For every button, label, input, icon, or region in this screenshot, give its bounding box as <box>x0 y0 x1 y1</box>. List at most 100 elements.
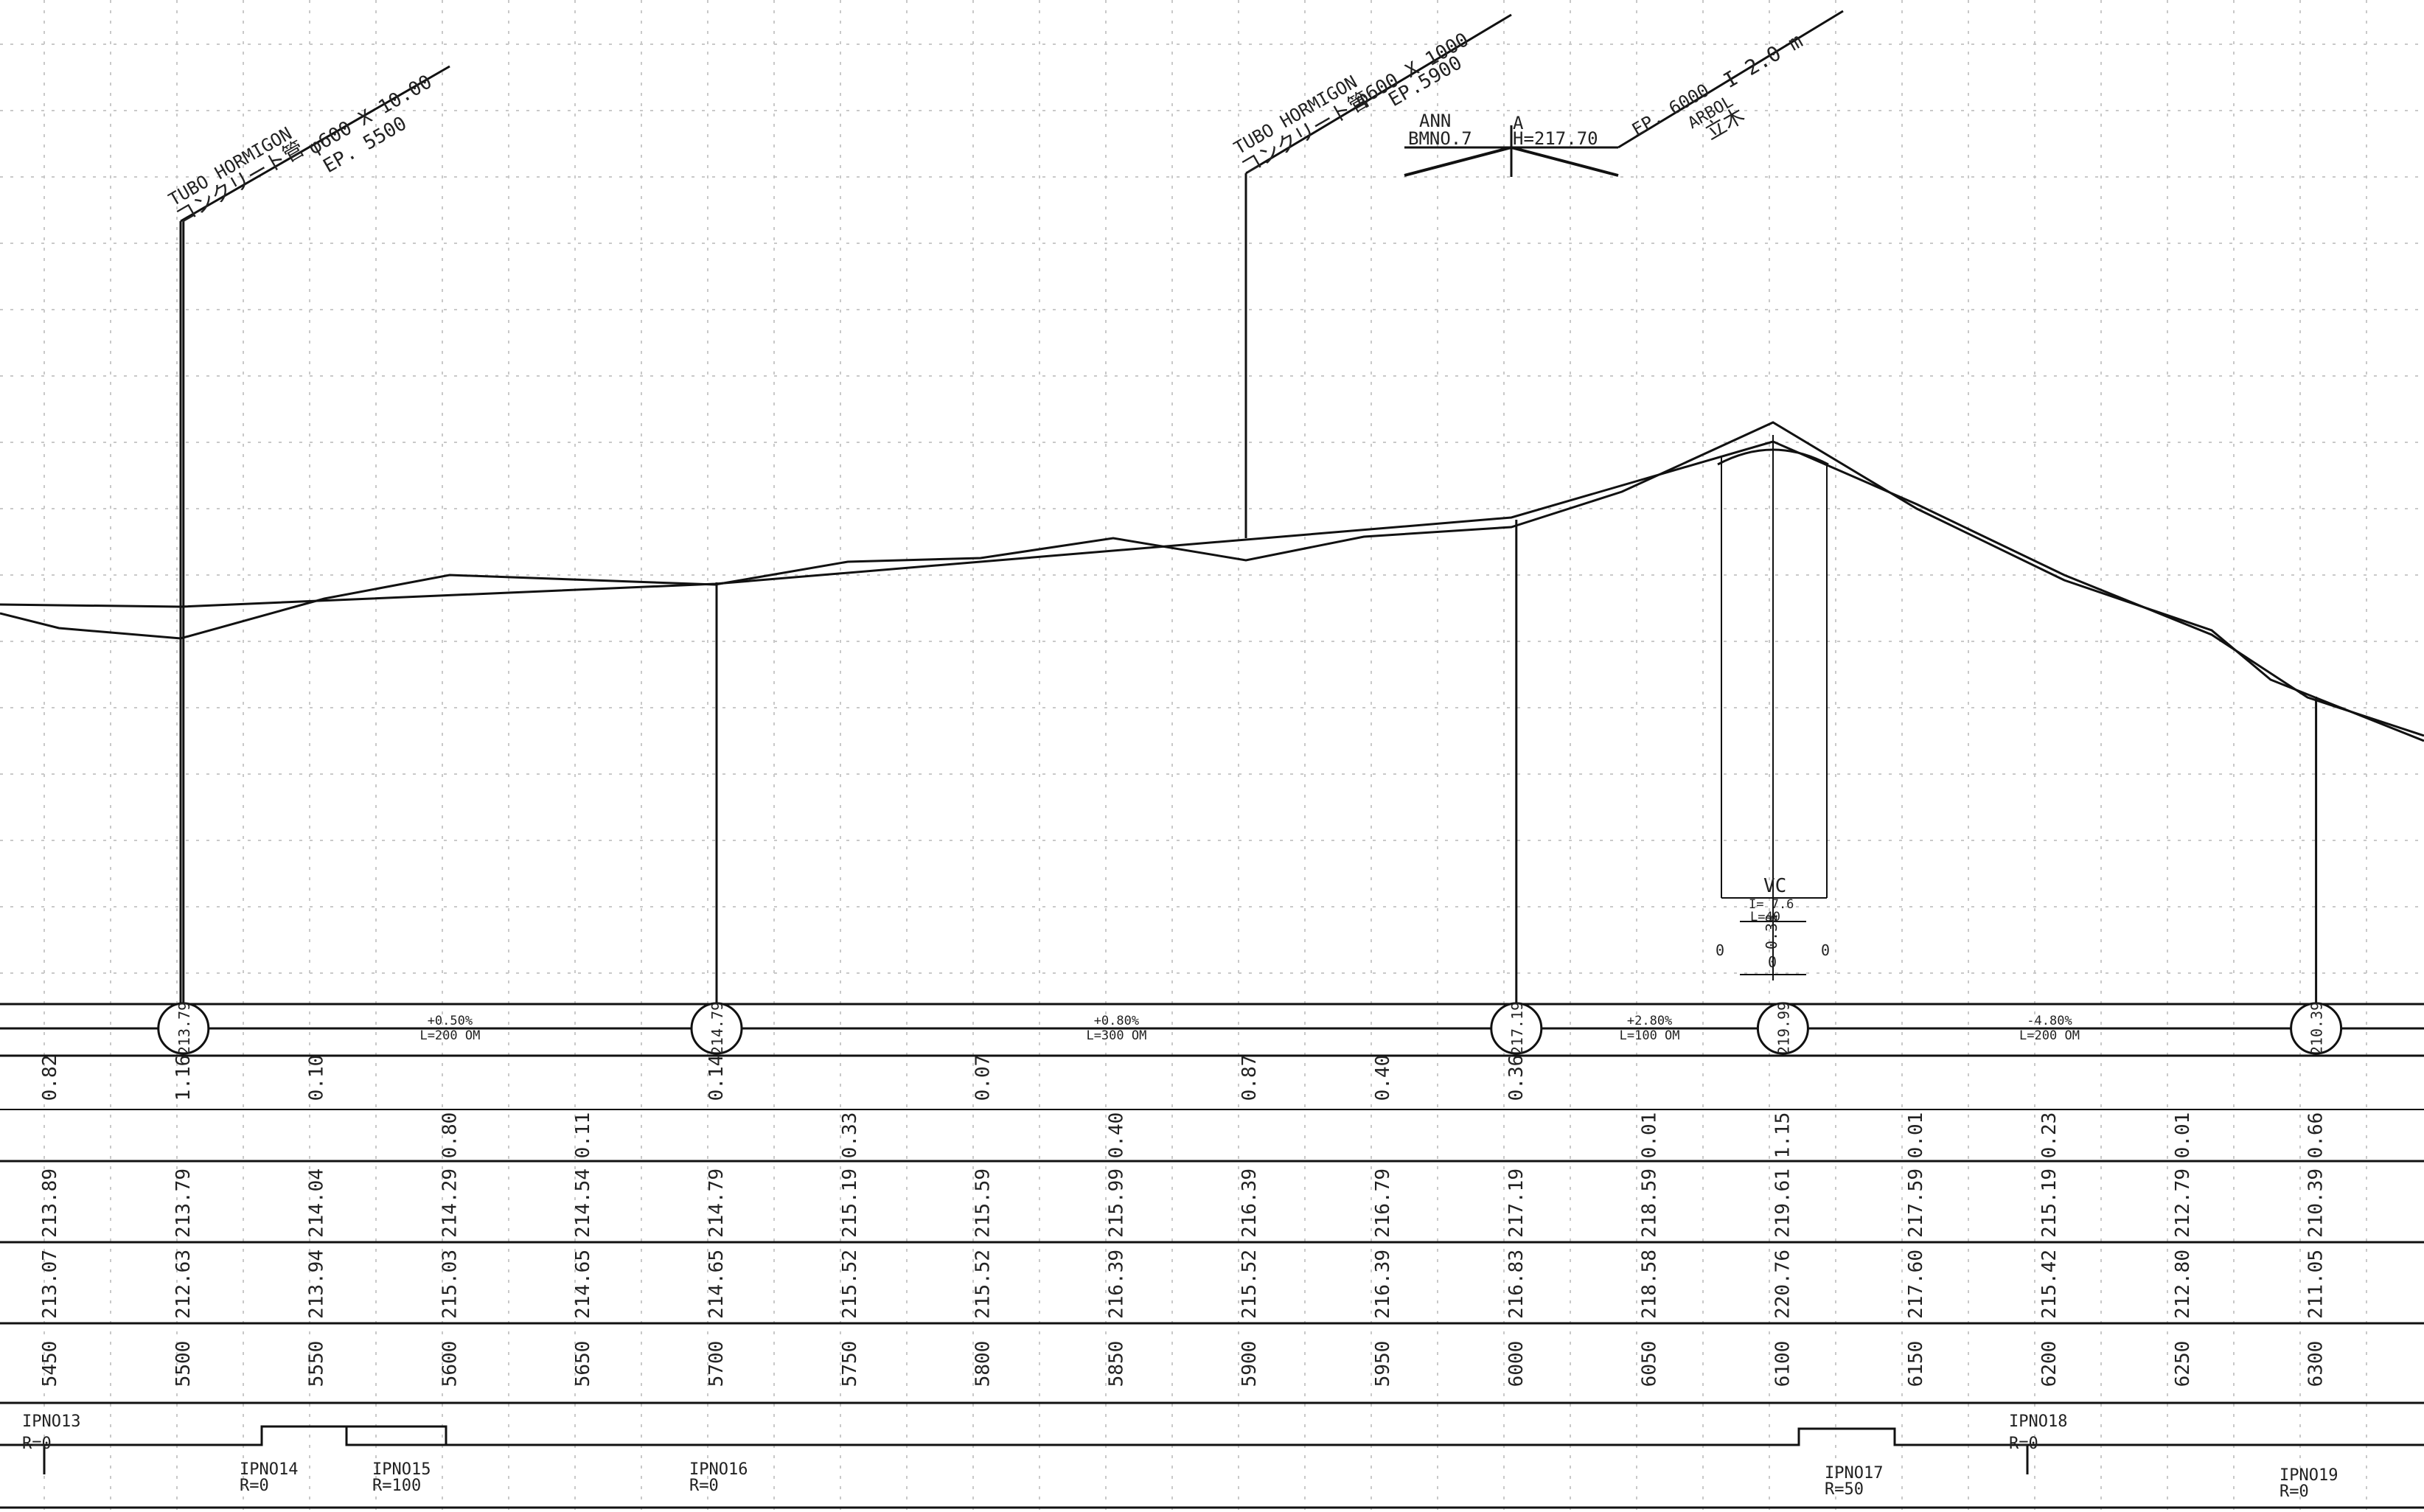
culvert-annotation-5900: TUBO HORMIGON コンクリート管 φ600 X 1000 EP.590… <box>1230 13 1512 538</box>
chainage-value: 6050 <box>1639 1341 1661 1387</box>
pvi-circle <box>690 1002 743 1055</box>
design-level-value: 216.39 <box>1239 1168 1261 1238</box>
ground-level-value: 213.07 <box>39 1250 61 1319</box>
fill-depth-value: 0.33 <box>839 1112 861 1159</box>
pvi-level: 219.99 <box>1775 1002 1792 1055</box>
cut-depth-value: 0.10 <box>306 1055 328 1101</box>
benchmark-mark: A <box>1513 113 1524 133</box>
chainage-value: 5450 <box>39 1341 61 1387</box>
vc-i: I= 7.6 <box>1749 897 1794 912</box>
chainage-value: 5750 <box>839 1341 861 1387</box>
chainage-value: 6100 <box>1772 1341 1794 1387</box>
chainage-value: 5600 <box>439 1341 461 1387</box>
ground-level-value: 215.03 <box>439 1250 461 1319</box>
ground-level-value: 211.05 <box>2305 1250 2327 1319</box>
chainage-value: 6150 <box>1905 1341 1927 1387</box>
culvert-annotation-5500: TUBO HORMIGON コンクリート管 φ600 X 10.00 EP. 5… <box>165 65 450 1003</box>
design-level-value: 215.19 <box>839 1168 861 1238</box>
curve-radius: R=0 <box>240 1477 269 1495</box>
pvi-circle <box>2290 1002 2343 1055</box>
ground-level-value: 215.52 <box>839 1250 861 1319</box>
fill-depth-value: 0.01 <box>1639 1112 1661 1159</box>
pvi-circle <box>1756 1002 1809 1055</box>
pvi-level: 210.39 <box>2308 1002 2326 1055</box>
curve-band <box>0 1425 2424 1474</box>
vc-title: VC <box>1763 875 1786 897</box>
grade-length: L=200 OM <box>2019 1028 2080 1043</box>
chainage-value: 5700 <box>706 1341 728 1387</box>
grade-length: L=300 OM <box>1086 1028 1146 1043</box>
ground-level-value: 217.60 <box>1905 1250 1927 1319</box>
fill-depth-value: 0.23 <box>2038 1112 2061 1159</box>
ground-level-value: 213.94 <box>306 1250 328 1319</box>
cut-depth-value: 0.87 <box>1239 1055 1261 1101</box>
vc-zero-right: 0 <box>1821 941 1830 959</box>
fill-depth-value: 0.80 <box>439 1112 461 1159</box>
design-level-value: 215.19 <box>2038 1168 2061 1238</box>
grade-percent: -4.80% <box>2027 1014 2072 1028</box>
pvi-level: 217.19 <box>1508 1002 1526 1055</box>
ground-level-value: 215.42 <box>2038 1250 2061 1319</box>
cut-depth-row: 0.82 1.16 0.10 0.14 0.07 0.87 0.40 0.36 <box>39 1055 1528 1101</box>
grade-row: 213.79 214.79 217.19 219.99 210.39+0.50%L=20… <box>157 1002 2343 1055</box>
chainage-value: 5550 <box>306 1341 328 1387</box>
chainage-value: 5500 <box>173 1341 195 1387</box>
ground-level-value: 212.80 <box>2172 1250 2194 1319</box>
grade-length: L=200 OM <box>419 1028 480 1043</box>
curve-name: IPNO16 <box>689 1460 748 1479</box>
fill-depth-value: 1.15 <box>1772 1112 1794 1159</box>
vc-zero-left: 0 <box>1716 941 1724 959</box>
benchmark-label: ANN <box>1419 111 1451 131</box>
chainage-value: 5850 <box>1105 1341 1127 1387</box>
design-level-value: 214.54 <box>572 1168 594 1238</box>
design-level-value: 217.19 <box>1505 1168 1528 1238</box>
vc-l: L=40 <box>1750 910 1780 924</box>
design-grade-line <box>0 440 2424 737</box>
chainage-value: 6000 <box>1505 1341 1528 1387</box>
curve-radius: R=0 <box>2280 1483 2309 1501</box>
curve-labels: IPNO13R=0IPNO14R=0IPNO15R=100IPNO16R=0IP… <box>22 1412 2338 1501</box>
ground-level-value: 216.39 <box>1105 1250 1127 1319</box>
fill-depth-value: 0.01 <box>2172 1112 2194 1159</box>
grade-length: L=100 OM <box>1620 1028 1680 1043</box>
ground-level-row: 213.07 212.63 213.94 215.03 214.65 214.65 215.… <box>39 1250 2327 1319</box>
ground-profile-line <box>0 421 2424 742</box>
curve-radius: R=50 <box>1825 1480 1864 1499</box>
fill-depth-value: 0.66 <box>2305 1112 2327 1159</box>
fill-depth-value: 0.11 <box>572 1112 594 1159</box>
pvi-level: 214.79 <box>708 1002 726 1055</box>
grade-percent: +2.80% <box>1627 1014 1672 1028</box>
ground-level-value: 216.39 <box>1372 1250 1394 1319</box>
fill-depth-value: 0.40 <box>1105 1112 1127 1159</box>
chainage-row: 5450 5500 5550 5600 5650 5700 5750 5800 5850 5900… <box>39 1341 2327 1387</box>
fill-depth-value: 0.01 <box>1905 1112 1927 1159</box>
design-level-value: 210.39 <box>2305 1168 2327 1238</box>
grade-percent: +0.80% <box>1094 1014 1139 1028</box>
benchmark-id: BMNO.7 <box>1408 128 1472 149</box>
curve-radius: R=100 <box>372 1477 421 1495</box>
fill-depth-row: 0.80 0.11 0.33 0.40 0.01 1.15 0.01 0.23 0.01 0.66 <box>439 1112 2327 1159</box>
chainage-value: 5650 <box>572 1341 594 1387</box>
chainage-value: 6200 <box>2038 1341 2061 1387</box>
design-level-value: 214.04 <box>306 1168 328 1238</box>
chainage-value: 6300 <box>2305 1341 2327 1387</box>
benchmark-height: H=217.70 <box>1513 128 1598 149</box>
cut-depth-value: 0.82 <box>39 1055 61 1101</box>
design-level-value: 216.79 <box>1372 1168 1394 1238</box>
curve-name: IPNO19 <box>2280 1466 2338 1485</box>
ground-level-value: 214.65 <box>572 1250 594 1319</box>
cut-depth-value: 1.16 <box>173 1055 195 1101</box>
ground-level-value: 215.52 <box>972 1250 995 1319</box>
cut-depth-value: 0.36 <box>1505 1055 1528 1101</box>
chainage-value: 5900 <box>1239 1341 1261 1387</box>
benchmark-bmno7: ANN BMNO.7 A H=217.70 EP. 6000 I 2.0 m A… <box>1404 10 1844 177</box>
vertical-curve-box: VC I= 7.6 L=40 0.38 0 0 0 <box>1716 435 1830 980</box>
tree-size: I 2.0 m <box>1719 28 1807 93</box>
design-level-value: 212.79 <box>2172 1168 2194 1238</box>
cut-depth-value: 0.14 <box>706 1055 728 1101</box>
cut-depth-value: 0.07 <box>972 1055 995 1101</box>
design-level-value: 219.61 <box>1772 1168 1794 1238</box>
curve-name: IPNO18 <box>2009 1412 2067 1431</box>
ground-level-value: 216.83 <box>1505 1250 1528 1319</box>
